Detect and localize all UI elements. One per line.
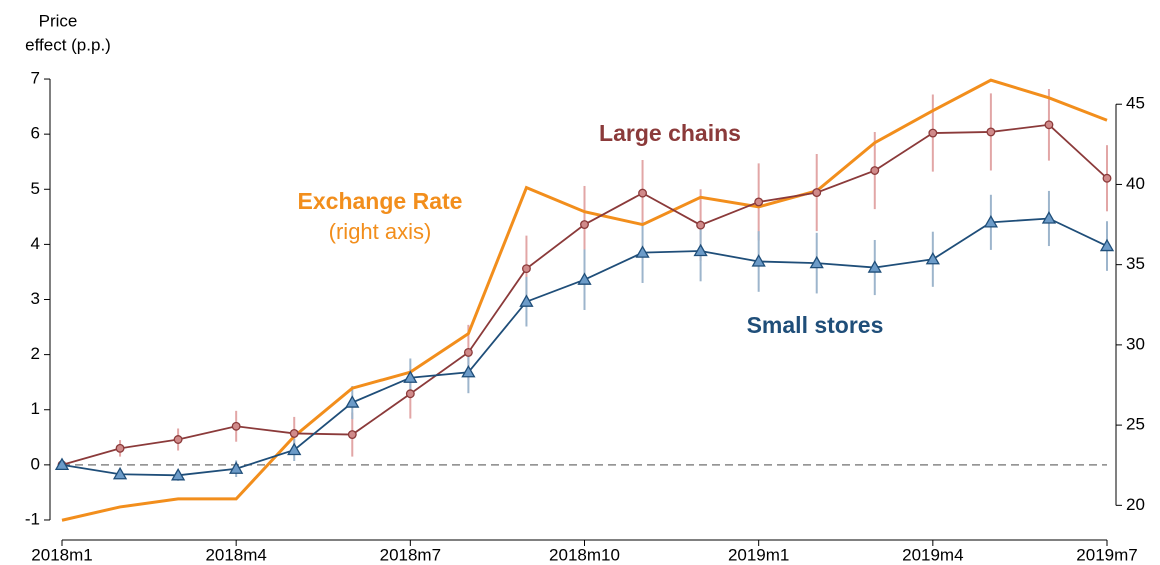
x-tick-label: 2019m7 bbox=[1076, 545, 1137, 564]
marker bbox=[1102, 173, 1112, 183]
y2-tick-label: 25 bbox=[1126, 415, 1145, 434]
marker bbox=[580, 220, 589, 229]
x-tick-label: 2018m4 bbox=[205, 545, 266, 564]
marker bbox=[577, 272, 592, 285]
marker bbox=[54, 457, 70, 471]
marker bbox=[403, 370, 418, 383]
marker bbox=[173, 435, 183, 444]
series-label: Exchange Rate bbox=[298, 188, 463, 214]
marker bbox=[112, 466, 128, 480]
marker bbox=[287, 442, 302, 456]
y2-tick-label: 40 bbox=[1126, 174, 1145, 193]
y-tick-label: 1 bbox=[31, 399, 40, 418]
y-tick-label: 7 bbox=[31, 69, 40, 88]
y-tick-label: 0 bbox=[31, 454, 40, 473]
marker bbox=[693, 243, 708, 257]
marker bbox=[809, 255, 824, 269]
marker bbox=[812, 188, 822, 198]
y-tick-label: -1 bbox=[25, 509, 40, 528]
marker bbox=[983, 215, 999, 228]
y-tick-label: 2 bbox=[31, 344, 40, 363]
marker bbox=[1099, 238, 1115, 252]
x-tick-label: 2018m10 bbox=[549, 545, 620, 564]
marker bbox=[867, 260, 882, 273]
x-tick-label: 2019m1 bbox=[728, 545, 789, 564]
marker bbox=[696, 220, 706, 230]
series-label: Large chains bbox=[599, 120, 741, 146]
x-tick-label: 2019m4 bbox=[902, 545, 963, 564]
marker bbox=[170, 468, 186, 481]
marker bbox=[521, 264, 531, 274]
marker bbox=[870, 166, 880, 175]
marker bbox=[928, 128, 938, 138]
marker bbox=[461, 364, 476, 378]
series-note: (right axis) bbox=[329, 219, 432, 244]
marker bbox=[519, 294, 534, 307]
marker bbox=[115, 443, 125, 453]
marker bbox=[405, 389, 415, 399]
y2-tick-label: 30 bbox=[1126, 334, 1145, 353]
marker bbox=[925, 251, 940, 265]
marker bbox=[638, 188, 648, 198]
y2-tick-label: 20 bbox=[1126, 495, 1145, 514]
marker bbox=[751, 254, 766, 267]
marker bbox=[347, 430, 357, 439]
y-tick-label: 3 bbox=[31, 289, 40, 308]
marker bbox=[1044, 120, 1054, 130]
y-axis-label: Price bbox=[39, 11, 78, 30]
marker bbox=[463, 347, 473, 357]
x-tick-label: 2018m7 bbox=[380, 545, 441, 564]
series-line bbox=[61, 78, 1108, 522]
marker bbox=[1041, 211, 1057, 224]
y-tick-label: 4 bbox=[31, 234, 40, 253]
marker bbox=[345, 395, 360, 408]
marker bbox=[754, 197, 764, 207]
x-tick-label: 2018m1 bbox=[31, 545, 92, 564]
y-tick-label: 6 bbox=[31, 124, 40, 143]
series-label: Small stores bbox=[747, 312, 884, 338]
y-axis-label: effect (p.p.) bbox=[25, 35, 111, 54]
y2-tick-label: 35 bbox=[1126, 254, 1145, 273]
marker bbox=[231, 421, 241, 431]
y2-tick-label: 45 bbox=[1126, 94, 1145, 113]
y-tick-label: 5 bbox=[31, 179, 40, 198]
marker bbox=[229, 461, 244, 474]
marker bbox=[635, 245, 650, 258]
marker bbox=[289, 428, 299, 438]
marker bbox=[986, 127, 996, 137]
